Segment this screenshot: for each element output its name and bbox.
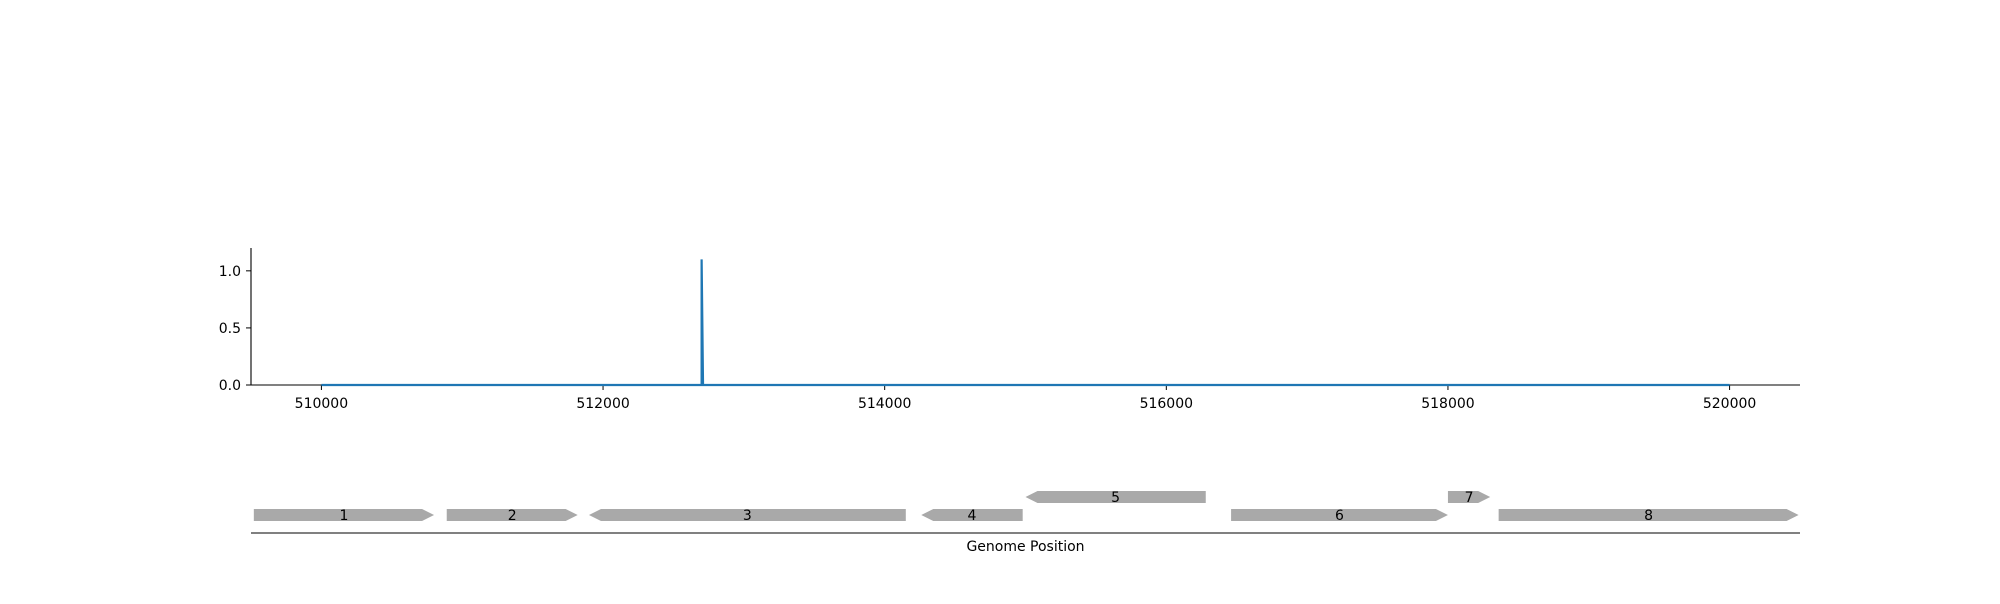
x-tick-label: 516000: [1140, 396, 1193, 412]
gene-arrow: [1025, 491, 1206, 503]
gene-label: 7: [1465, 490, 1474, 506]
gene-arrow: [921, 509, 1023, 521]
signal-plot: 0.0 0.5 1.0 510000 512000 514000 516000 518000 5…: [219, 248, 1800, 412]
gene-label: 8: [1644, 508, 1653, 524]
gene-label: 4: [968, 508, 977, 524]
gene-arrow: [1231, 509, 1448, 521]
gene-label: 2: [508, 508, 517, 524]
y-tick-label: 1.0: [219, 264, 241, 280]
x-tick-label: 514000: [858, 396, 911, 412]
x-tick-label: 518000: [1421, 396, 1474, 412]
y-tick-label: 0.0: [219, 378, 241, 394]
y-tick-label: 0.5: [219, 321, 241, 337]
gene-track: 1 2 3 4 5 6 7 8 Genome Position: [251, 490, 1800, 555]
x-tick-label: 512000: [576, 396, 629, 412]
gene-arrow: [1447, 491, 1491, 503]
x-tick-label: 510000: [295, 396, 348, 412]
x-axis-title: Genome Position: [966, 539, 1084, 555]
gene-arrow: [446, 509, 578, 521]
x-tick-label: 520000: [1703, 396, 1756, 412]
gene-arrow: [253, 509, 435, 521]
signal-line: [321, 259, 1730, 387]
gene-arrow: [1498, 509, 1799, 521]
gene-label: 3: [743, 508, 752, 524]
gene-label: 6: [1335, 508, 1344, 524]
gene-label: 1: [339, 508, 348, 524]
gene-label: 5: [1111, 490, 1120, 506]
gene-arrow: [588, 509, 906, 521]
